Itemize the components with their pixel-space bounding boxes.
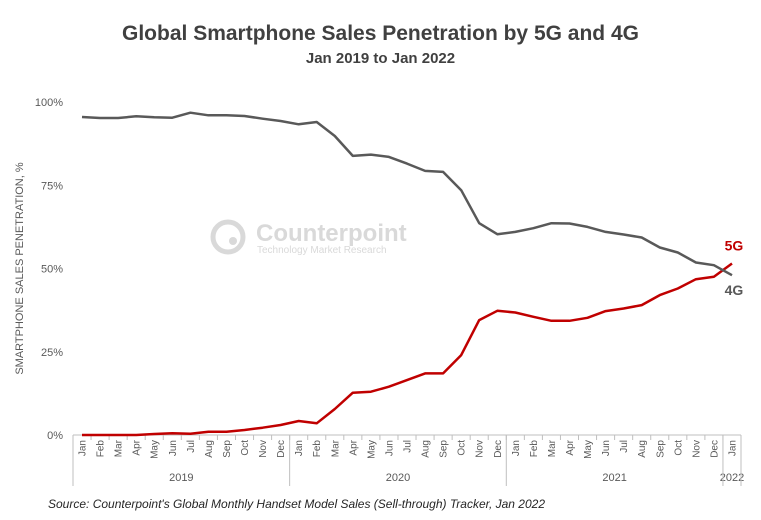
x-tick-label: Nov [691,440,702,458]
series-labels: 5G 4G [725,238,744,299]
x-tick-label: Jan [78,440,89,456]
watermark-logo-dot [229,237,237,245]
x-tick-label: Apr [132,439,143,455]
y-tick-label: 25% [41,347,63,359]
x-tick-label: May [366,440,377,459]
year-label: 2020 [386,472,410,484]
watermark-name: Counterpoint [256,220,407,247]
chart-title: Global Smartphone Sales Penetration by 5… [122,22,639,45]
watermark-logo-icon [210,219,246,255]
y-tick-label: 50% [41,264,63,276]
x-tick-label: Feb [529,440,540,458]
x-tick-label: Jul [186,440,197,453]
x-tick-label: Jan [727,440,738,456]
x-tick-label: May [150,440,161,459]
x-tick-label: May [583,440,594,459]
x-tick-label: Sep [439,440,450,458]
y-tick-label: 75% [41,180,63,192]
x-tick-label: Sep [655,440,666,458]
x-tick-label: Jun [168,440,179,456]
x-tick-label: Oct [240,440,251,456]
x-tick-label: Aug [204,440,215,458]
x-tick-label: Jul [619,440,630,453]
year-label: 2021 [602,472,626,484]
x-tick-label: Jan [294,440,305,456]
source-note: Source: Counterpoint's Global Monthly Ha… [48,497,545,511]
x-tick-label: Aug [637,440,648,458]
x-tick-label: Jan [511,440,522,456]
y-axis-label: SMARTPHONE SALES PENETRATION, % [14,162,26,375]
x-tick-label: Dec [709,440,720,458]
x-tick-label: Sep [222,440,233,458]
x-tick-label: Nov [258,440,269,458]
series-label-4g: 4G [725,282,744,298]
x-tick-label: Jun [601,440,612,456]
year-label: 2022 [720,472,744,484]
y-tick-label: 0% [47,430,63,442]
x-tick-label: Apr [348,439,359,455]
x-tick-label: Feb [312,440,323,458]
series-label-5g: 5G [725,238,744,254]
x-tick-label: Mar [547,439,558,457]
x-tick-label: Aug [421,440,432,458]
x-tick-label: Feb [96,440,107,458]
x-tick-label: Oct [457,440,468,456]
series-line-5g [82,262,733,437]
year-labels: 2019 2020 2021 2022 [72,435,744,486]
y-ticks: 0% 25% 50% 75% 100% [35,97,63,442]
series-lines [81,111,733,437]
watermark: Counterpoint Technology Market Research [210,219,407,256]
y-tick-label: 100% [35,97,63,109]
x-tick-label: Nov [475,440,486,458]
year-label: 2019 [169,472,193,484]
chart-subtitle: Jan 2019 to Jan 2022 [305,50,456,67]
x-tick-label: Dec [493,440,504,458]
x-tick-label: Mar [330,439,341,457]
x-ticks: Jan Feb Mar Apr May Jun Jul Aug Sep Oct Nov Dec Jan F… [72,435,742,459]
x-tick-label: Oct [673,440,684,456]
x-tick-label: Dec [276,440,287,458]
x-tick-label: Apr [565,439,576,455]
x-tick-label: Jun [384,440,395,456]
x-tick-label: Mar [114,439,125,457]
series-line-4g [81,111,733,277]
watermark-tagline: Technology Market Research [257,245,387,256]
x-tick-label: Jul [403,440,414,453]
